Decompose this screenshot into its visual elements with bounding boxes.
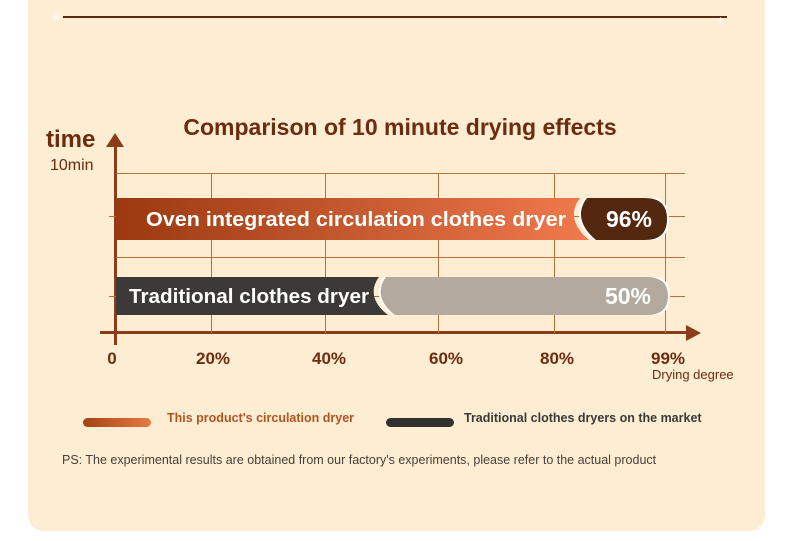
y-axis-arrow-icon — [106, 133, 124, 147]
bar-traditional-value: 50% — [605, 283, 651, 309]
chart-title: Comparison of 10 minute drying effects — [183, 114, 617, 140]
bar-product-label: Oven integrated circulation clothes drye… — [146, 209, 566, 231]
legend-label-product: This product's circulation dryer — [167, 411, 355, 425]
x-tick-60: 60% — [428, 349, 464, 368]
x-tick-99: 99% — [650, 349, 686, 368]
gridline-vertical — [325, 173, 326, 333]
y-axis-label: time — [46, 126, 96, 153]
bar-traditional-cap — [378, 277, 671, 315]
legend-swatch-product — [83, 418, 151, 427]
x-tick-0: 0 — [107, 349, 117, 368]
x-tick-80: 80% — [539, 349, 575, 368]
x-tick-20: 20% — [195, 349, 231, 368]
gridline-vertical — [438, 173, 439, 333]
y-axis-unit: 10min — [50, 157, 94, 174]
y-axis-line — [114, 146, 117, 345]
bar-traditional-segment — [116, 277, 388, 315]
top-divider-line — [63, 16, 727, 18]
gridline-vertical — [554, 173, 555, 333]
bar-product-cap — [578, 198, 670, 240]
x-axis-line — [100, 331, 688, 334]
bar-product-dryer: Oven integrated circulation clothes drye… — [116, 198, 670, 240]
bar-traditional-label: Traditional clothes dryer — [129, 286, 369, 308]
footnote-text: PS: The experimental results are obtaine… — [62, 453, 657, 467]
bar-product-segment — [116, 198, 589, 240]
bar-product-value: 96% — [606, 206, 652, 232]
x-axis-label: Drying degree — [652, 367, 734, 382]
legend-label-traditional: Traditional clothes dryers on the market — [464, 411, 702, 425]
x-tick-40: 40% — [311, 349, 347, 368]
sparkle-icon: ✳ — [716, 16, 726, 28]
gridline-horizontal — [116, 257, 685, 258]
gridline-horizontal — [116, 173, 685, 174]
cream-card — [28, 0, 765, 531]
bar-traditional-dryer: Traditional clothes dryer 50% — [116, 277, 671, 315]
legend-swatch-traditional — [386, 418, 454, 427]
x-axis-arrow-icon — [686, 325, 701, 341]
gridline-vertical — [211, 173, 212, 333]
gridline-vertical — [665, 173, 666, 333]
sparkle-icon: ✳ — [50, 9, 62, 25]
